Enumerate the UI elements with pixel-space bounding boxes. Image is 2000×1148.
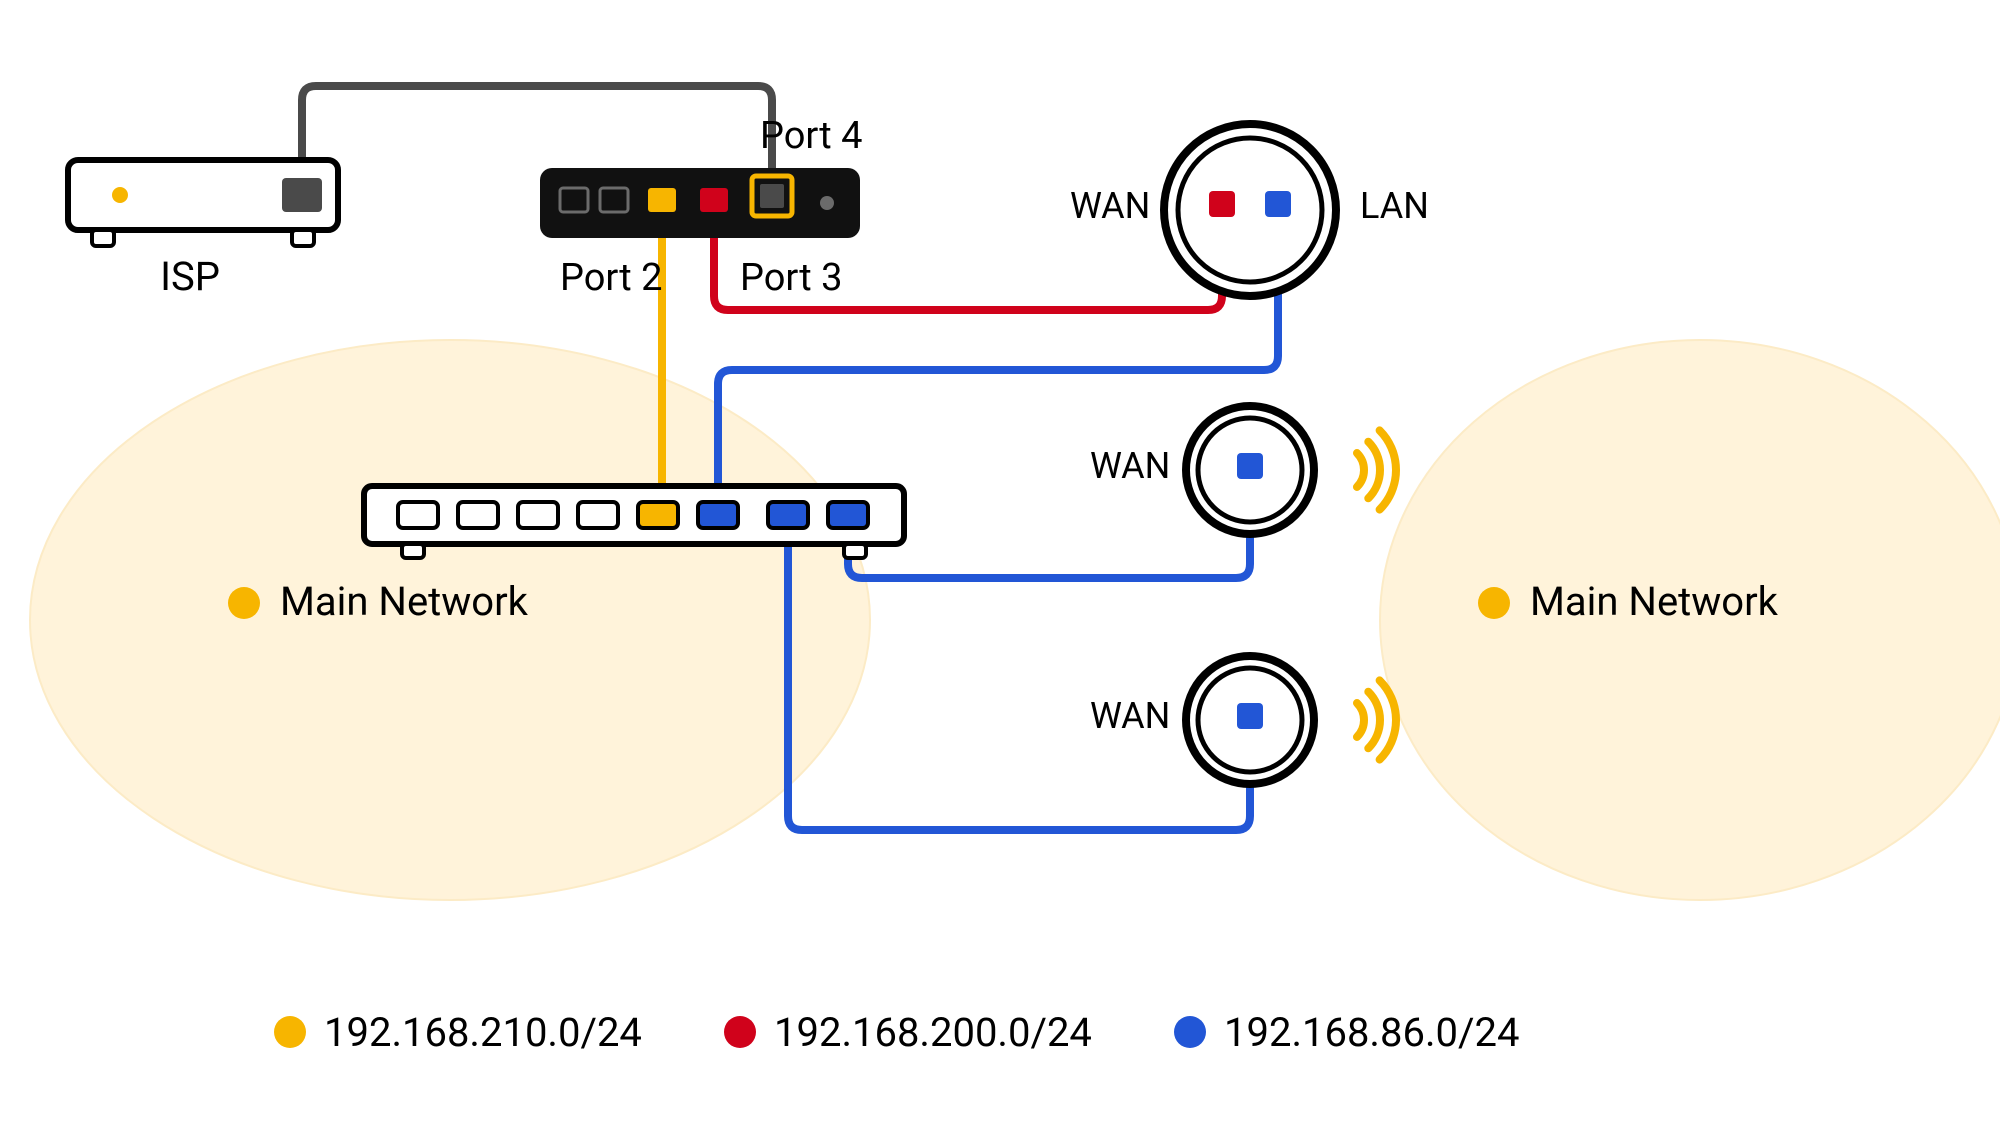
switch-foot-1	[844, 544, 866, 558]
router-power	[820, 196, 834, 210]
router-port-2	[648, 188, 676, 212]
switch-port-8	[828, 502, 868, 528]
ap-2-label: WAN	[1090, 445, 1170, 487]
switch-port-7	[768, 502, 808, 528]
halo-label-0: Main Network	[280, 578, 529, 625]
legend-text-1: 192.168.200.0/24	[774, 1009, 1092, 1056]
ap-1-outer	[1164, 124, 1336, 296]
ap-1-label: LAN	[1360, 185, 1429, 227]
switch-port-1	[398, 502, 438, 528]
halo-dot-0	[228, 587, 260, 619]
ap2-wan	[1237, 453, 1263, 479]
legend-dot-2	[1174, 1016, 1206, 1048]
switch-body	[364, 486, 904, 544]
switch-port-4	[578, 502, 618, 528]
router-port3-label: Port 3	[740, 256, 842, 300]
legend-text-2: 192.168.86.0/24	[1224, 1009, 1519, 1056]
legend-dot-0	[274, 1016, 306, 1048]
ap-3-label: WAN	[1090, 695, 1170, 737]
switch-port-5	[638, 502, 678, 528]
router-port-4-inner	[760, 184, 784, 208]
isp-foot-1	[292, 230, 314, 246]
router-port-3	[700, 188, 728, 212]
ap3-wan	[1237, 703, 1263, 729]
switch-port-2	[458, 502, 498, 528]
isp-label: ISP	[160, 253, 220, 300]
switch-port-3	[518, 502, 558, 528]
ap1-wan	[1209, 191, 1235, 217]
router-port4-label: Port 4	[760, 114, 862, 158]
halo-label-1: Main Network	[1530, 578, 1779, 625]
ap1-lan	[1265, 191, 1291, 217]
ap-1-label: WAN	[1070, 185, 1150, 227]
isp-jack	[282, 178, 322, 212]
legend-dot-1	[724, 1016, 756, 1048]
router-port2-label: Port 2	[560, 256, 662, 300]
switch-port-6	[698, 502, 738, 528]
isp-led	[112, 187, 128, 203]
legend-text-0: 192.168.210.0/24	[324, 1009, 642, 1056]
halo-dot-1	[1478, 587, 1510, 619]
switch-foot-0	[402, 544, 424, 558]
isp-foot-0	[92, 230, 114, 246]
